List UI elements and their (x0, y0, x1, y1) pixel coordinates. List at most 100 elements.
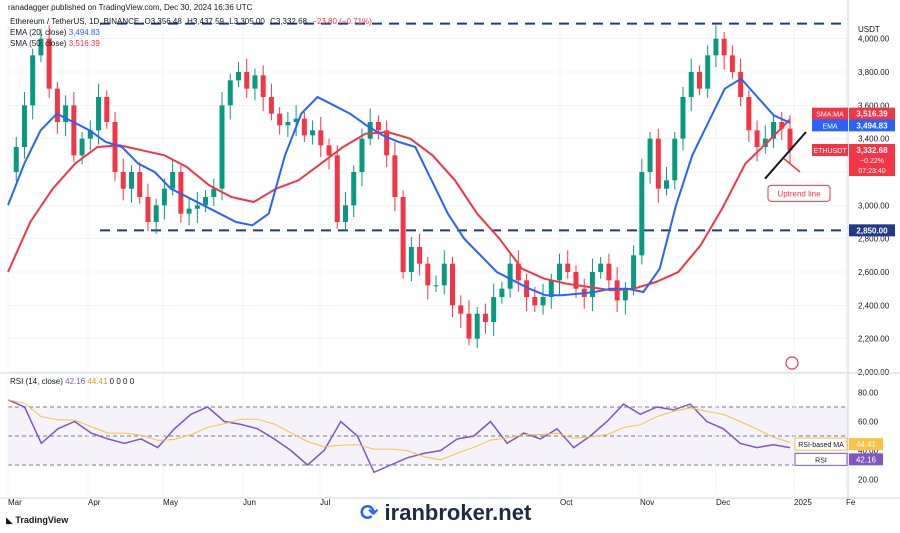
candle-body (688, 72, 694, 97)
candle-body (54, 88, 60, 122)
candle-body (235, 72, 241, 81)
rsi-ma-tag: RSI-based MA 44.41 (794, 437, 883, 451)
rsi-legend-extra: 0 0 0 0 (109, 377, 135, 386)
price-tick-label: 3,400.00 (858, 135, 890, 144)
time-label: Jul (320, 498, 330, 507)
rsi-ma-tag-value-bg (849, 438, 883, 451)
ethusdt-price-tag-extra: 07:23:40 (858, 168, 885, 175)
candle-body (285, 122, 291, 126)
candle-body (680, 97, 686, 139)
symbol-name: Ethereum / TetherUS, 1D, BINANCE (10, 17, 140, 26)
rsi-tag: RSI 42.16 (794, 452, 883, 466)
sma-price-tag-value-bg (849, 107, 895, 120)
open-value: O3,356.48 (144, 17, 182, 26)
change-value: −23.80 (−0.71%) (312, 17, 372, 26)
candle-body (425, 263, 431, 286)
candle-body (664, 180, 670, 189)
candle-body (301, 118, 307, 136)
candle-body (268, 97, 274, 114)
candle-body (137, 172, 143, 197)
candle-body (310, 130, 316, 136)
candle-body (540, 297, 546, 306)
time-label: Nov (640, 498, 654, 507)
time-label: Jun (243, 498, 256, 507)
tradingview-logo[interactable]: ◣ TradingView (6, 515, 68, 526)
candle-body (754, 130, 760, 147)
lightning-icon (785, 356, 799, 370)
candle-body (186, 208, 192, 214)
time-label: Apr (88, 498, 101, 507)
rsi-legend-label: RSI (14, close) (10, 377, 63, 386)
chart-up-icon: ⟳ (360, 500, 385, 525)
price-tick-label: 3,800.00 (858, 68, 890, 77)
price-tick-label: 2,400.00 (858, 301, 890, 310)
rsi-tick-label: 20.00 (858, 476, 879, 485)
candle-body (351, 172, 357, 206)
candle-body (63, 105, 69, 122)
candle-body (277, 113, 283, 126)
candle-body (252, 75, 258, 89)
publisher-line: ranadagger published on TradingView.com,… (8, 3, 253, 12)
candle-body (417, 247, 423, 264)
candle-body (79, 138, 85, 156)
price-tick-label: 2,200.00 (858, 335, 890, 344)
candle-body (507, 263, 513, 289)
currency-label: USDT (858, 25, 880, 34)
high-value: H3,437.59 (187, 17, 224, 26)
rsi-tag-value-bg (849, 453, 883, 466)
candle-body (13, 147, 19, 172)
candle-body (194, 205, 200, 209)
candle-body (557, 263, 563, 281)
sma-price-tag-label: SMA:MA (816, 112, 844, 119)
rsi-ma-tag-value: 44.41 (856, 440, 877, 449)
annotation-arrow (783, 158, 801, 173)
price-tick-label: 3,000.00 (858, 201, 890, 210)
candle-body (120, 172, 126, 189)
level-price-tag: 2,850.00 (849, 224, 895, 237)
candle-body (622, 288, 628, 301)
candle-body (573, 272, 579, 289)
candle-body (318, 130, 324, 146)
rsi-tag-label: RSI (815, 457, 827, 464)
candle-body (466, 313, 472, 339)
candle-body (450, 263, 456, 306)
ema-price-tag-label: EMA (822, 123, 838, 130)
candle-body (260, 75, 266, 97)
candle-body (655, 138, 661, 189)
time-label: 2025 (794, 498, 812, 507)
tradingview-label: TradingView (15, 515, 69, 525)
candle-body (227, 80, 233, 106)
candle-body (482, 313, 488, 322)
candle-body (375, 122, 381, 131)
rsi-tag-value: 42.16 (856, 455, 877, 464)
candle-body (38, 38, 44, 56)
sma-price-tag-label-bg (812, 107, 848, 120)
price-tick-label: 2,600.00 (858, 268, 890, 277)
sma-price-tag-value: 3,516.39 (856, 110, 888, 119)
rsi-tick-label: 60.00 (858, 418, 879, 427)
candle-body (104, 97, 110, 122)
candle-body (647, 138, 653, 172)
candle-body (458, 305, 464, 314)
candle-body (738, 72, 744, 97)
candle-body (21, 105, 27, 147)
ema-price-tag-value-bg (849, 119, 895, 132)
candle-body (771, 122, 777, 139)
candle-body (639, 172, 645, 256)
sma-legend-label: SMA (50, close) (10, 39, 67, 48)
annotation-text: Uptrend line (777, 189, 821, 198)
level-price-tag-value: 2,850.00 (856, 226, 888, 235)
rsi-line (7, 399, 791, 474)
candle-body (762, 138, 768, 147)
candle-body (524, 280, 530, 297)
time-label: Fe (846, 498, 856, 507)
candle-body (161, 188, 167, 206)
candle-body (145, 197, 151, 222)
rsi-tag-label-bg (794, 452, 848, 466)
ema20-line (7, 77, 791, 297)
candle-body (112, 122, 118, 172)
candle-body (606, 263, 612, 281)
rsi-tick-label: 80.00 (858, 389, 879, 398)
uptrend-line (764, 131, 807, 180)
